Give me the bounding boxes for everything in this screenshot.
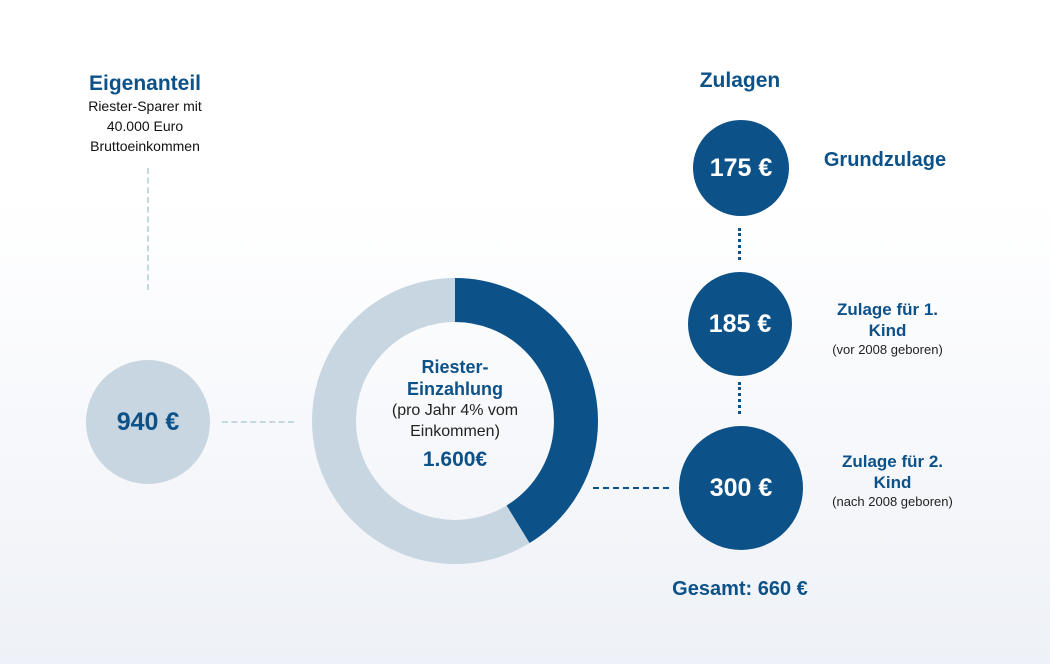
donut-subtitle-line: (pro Jahr 4% vom [391,402,519,419]
zulagen-total: Gesamt: 660 € [672,578,808,600]
eigenanteil-donut-connector [222,421,294,423]
donut-center-text: Riester- Einzahlung (pro Jahr 4% vom Ein… [360,356,550,472]
zulage-value-circle: 185 € [688,272,792,376]
eigenanteil-description-line: 40.000 Euro [106,118,184,134]
zulage-note: (nach 2008 geboren) [832,494,953,509]
donut-subtitle-line: Einkommen) [410,423,500,440]
donut-subtitle: (pro Jahr 4% vom Einkommen) [360,400,550,442]
zulage-label-line: Kind [868,321,907,340]
zulagen-title: Zulagen [699,69,781,92]
donut-segment-zulagen [312,278,598,564]
eigenanteil-description-line: Bruttoeinkommen [90,138,200,154]
donut-title-line: Einzahlung [407,379,503,399]
zulage-label-line: Kind [873,473,912,492]
donut-title-line: Riester- [421,357,489,377]
zulage-label-line: Zulage für 1. [836,300,939,319]
eigenanteil-description-line: Riester-Sparer mit [88,98,202,114]
eigenanteil-description: Riester-Sparer mit 40.000 Euro Bruttoein… [45,96,245,156]
zulagen-connector [738,228,741,260]
eigenanteil-value-circle: 940 € [86,360,210,484]
eigenanteil-title: Eigenanteil [88,72,202,95]
zulage-value-circle: 300 € [679,426,803,550]
eigenanteil-connector [147,168,149,290]
zulage-note: (vor 2008 geboren) [832,342,943,357]
zulage-label-line: Zulage für 2. [841,452,944,471]
donut-title: Riester- Einzahlung [360,356,550,400]
zulage-label: Grundzulage [823,149,947,171]
zulage-value-circle: 175 € [693,120,789,216]
zulage-label: Zulage für 2. Kind (nach 2008 geboren) [820,451,965,510]
zulagen-connector [738,382,741,414]
riester-donut [312,278,598,564]
zulage-label: Zulage für 1. Kind (vor 2008 geboren) [810,299,965,358]
donut-zulagen-connector [593,487,669,489]
donut-value: 1.600€ [422,448,488,471]
